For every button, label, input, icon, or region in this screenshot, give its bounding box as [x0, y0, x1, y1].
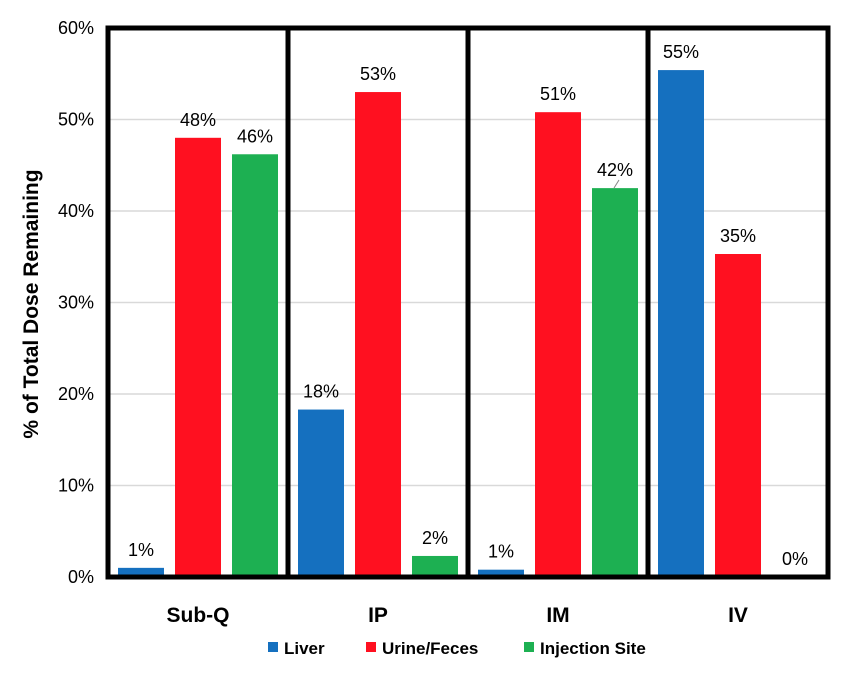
y-tick-label: 20%: [58, 384, 94, 404]
bar-injection-site-sub-q: [232, 154, 278, 577]
bars: [118, 70, 761, 578]
legend-swatch: [366, 642, 376, 652]
category-label: IP: [368, 604, 388, 627]
data-label: 46%: [237, 126, 273, 146]
data-label: 0%: [782, 549, 808, 569]
y-tick-label: 10%: [58, 476, 94, 496]
data-label: 51%: [540, 84, 576, 104]
data-label: 53%: [360, 64, 396, 84]
category-label: IV: [728, 604, 748, 627]
category-label: IM: [546, 604, 569, 627]
y-tick-label: 30%: [58, 293, 94, 313]
legend: Liver Urine/Feces Injection Site: [268, 639, 646, 658]
y-tick-label: 0%: [68, 567, 94, 587]
bar-injection-site-im: [592, 188, 638, 577]
y-tick-label: 60%: [58, 18, 94, 38]
legend-label: Liver: [284, 639, 325, 658]
leader-line: [613, 179, 620, 189]
category-label: Sub-Q: [167, 604, 230, 627]
y-tick-label: 40%: [58, 201, 94, 221]
data-labels: 1% 48% 46% 18% 53% 2% 1% 51% 42% 55% 35% 0%: [128, 42, 808, 569]
legend-label: Injection Site: [540, 639, 646, 658]
y-tick-label: 50%: [58, 110, 94, 130]
data-label: 1%: [128, 540, 154, 560]
data-label: 2%: [422, 528, 448, 548]
x-axis-categories: Sub-Q IP IM IV: [167, 604, 748, 627]
legend-swatch: [268, 642, 278, 652]
bar-liver-iv: [658, 70, 704, 577]
bar-urine-feces-iv: [715, 254, 761, 577]
data-label: 42%: [597, 160, 633, 180]
plot-frame: [105, 25, 831, 580]
bar-urine-feces-ip: [355, 92, 401, 578]
data-label: 18%: [303, 382, 339, 402]
legend-label: Urine/Feces: [382, 639, 478, 658]
bar-liver-ip: [298, 409, 344, 577]
data-label: 55%: [663, 42, 699, 62]
legend-swatch: [524, 642, 534, 652]
data-label: 48%: [180, 110, 216, 130]
y-axis-label: % of Total Dose Remaining: [20, 169, 43, 438]
bar-urine-feces-sub-q: [175, 137, 221, 578]
data-label: 1%: [488, 542, 514, 562]
bar-injection-site-ip: [412, 555, 458, 577]
data-label: 35%: [720, 226, 756, 246]
bar-liver-im: [478, 569, 524, 577]
bar-liver-sub-q: [118, 567, 164, 577]
bar-urine-feces-im: [535, 112, 581, 578]
y-axis-ticks: 0% 10% 20% 30% 40% 50% 60%: [58, 18, 94, 587]
